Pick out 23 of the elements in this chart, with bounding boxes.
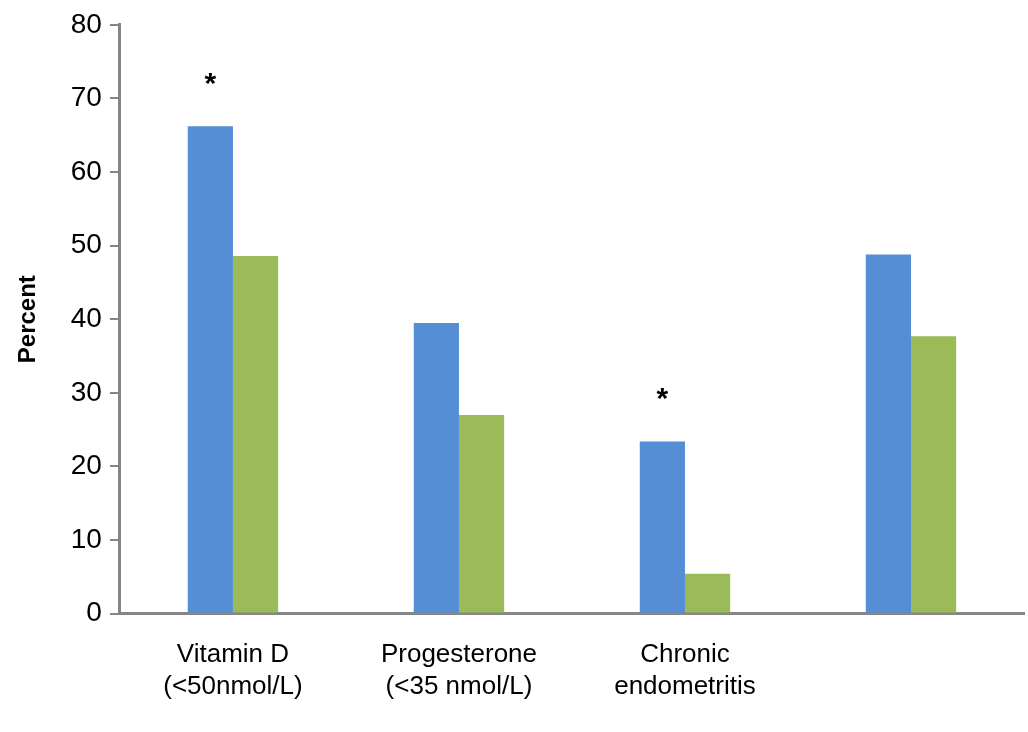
y-axis-title: Percent: [13, 275, 41, 364]
y-tick-label: 10: [70, 522, 102, 554]
x-tick-label: Chronic endometritis: [614, 638, 756, 700]
y-tick-label: 40: [70, 301, 102, 333]
bar: [684, 573, 731, 613]
bar: [639, 441, 685, 613]
y-tick-label: 30: [70, 375, 102, 407]
x-tick-label: Progesterone (<35 nmol/L): [380, 638, 538, 700]
annotation: *: [204, 65, 217, 99]
bar: [187, 126, 233, 613]
y-tick-label: 50: [70, 228, 102, 260]
y-tick-label: 20: [70, 449, 102, 481]
y-tick-label: 0: [86, 596, 102, 628]
bar: [232, 255, 279, 613]
y-tick-label: 60: [70, 154, 102, 186]
annotation: *: [656, 380, 669, 414]
bar: [910, 336, 957, 613]
bar: [865, 254, 911, 613]
y-tick-label: 70: [70, 81, 102, 113]
bar: [413, 322, 459, 613]
y-tick-label: 80: [70, 7, 102, 39]
bar: [458, 414, 505, 613]
x-tick-label: Vitamin D (<50nmol/L): [163, 638, 303, 700]
